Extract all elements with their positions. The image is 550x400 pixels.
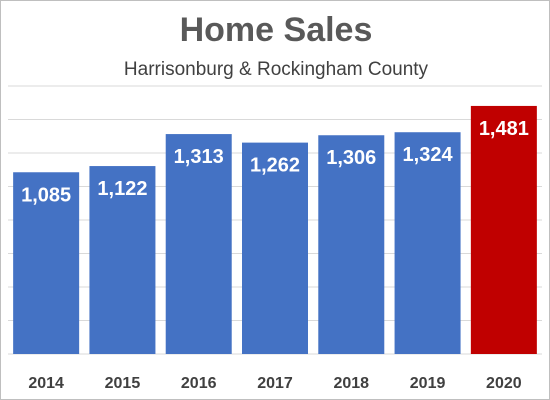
bar-2015: [89, 166, 156, 354]
data-label-2017: 1,262: [250, 155, 300, 177]
data-label-2018: 1,306: [326, 147, 376, 169]
data-label-2016: 1,313: [174, 146, 224, 168]
bar-2020: [470, 105, 537, 355]
x-tick-2019: 2019: [410, 375, 446, 392]
data-label-2020: 1,481: [479, 118, 529, 140]
bar-2017: [242, 142, 308, 354]
data-labels: 1,085 1,122 1,313 1,262 1,306 1,324 1,481: [21, 118, 529, 206]
data-label-2014: 1,085: [21, 184, 71, 206]
x-tick-2020: 2020: [486, 375, 522, 392]
chart-subtitle: Harrisonburg & Rockingham County: [123, 59, 429, 80]
x-axis-ticks: 2014 2015 2016 2017 2018 2019 2020: [28, 375, 521, 392]
bars: [13, 105, 537, 355]
x-tick-2017: 2017: [257, 375, 293, 392]
bar-2018: [318, 135, 385, 354]
x-tick-2016: 2016: [181, 375, 217, 392]
x-tick-2014: 2014: [28, 375, 64, 392]
chart-title: Home Sales: [179, 11, 373, 49]
data-label-2019: 1,324: [403, 144, 454, 166]
bar-2016: [165, 134, 232, 354]
x-tick-2015: 2015: [105, 375, 141, 392]
bar-2014: [13, 172, 80, 354]
bar-2019: [394, 132, 461, 354]
x-tick-2018: 2018: [333, 375, 369, 392]
data-label-2015: 1,122: [97, 178, 147, 200]
